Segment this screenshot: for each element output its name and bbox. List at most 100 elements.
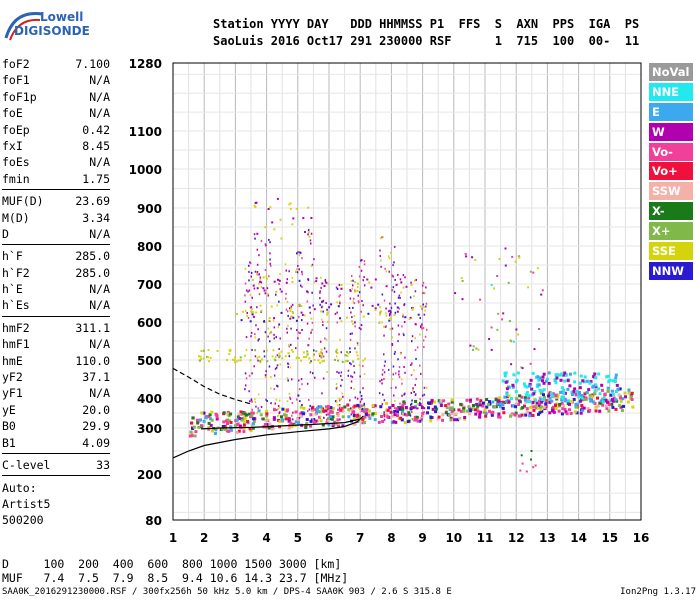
streak-point <box>339 300 341 303</box>
streak-point <box>249 306 252 309</box>
streak-point <box>352 284 354 287</box>
streak-point <box>248 390 250 393</box>
trace-point <box>346 403 350 407</box>
streak-point <box>279 273 281 276</box>
streak-point <box>290 343 292 346</box>
nne-point <box>597 387 601 391</box>
streak-point <box>349 332 352 335</box>
streak-point <box>301 319 303 322</box>
trace-point <box>545 400 549 404</box>
streak-point <box>361 397 363 400</box>
trace-point <box>341 415 345 419</box>
trace-point <box>450 407 454 410</box>
trace-point <box>478 401 482 405</box>
streak-point <box>339 302 341 305</box>
trace-point <box>380 415 383 418</box>
trace-point <box>329 406 333 410</box>
sse-point <box>295 207 298 210</box>
streak-point <box>256 271 259 273</box>
sse-point <box>305 290 308 293</box>
streak-point <box>264 374 267 377</box>
streak-point <box>248 279 250 282</box>
streak-point <box>260 417 263 420</box>
trace-point <box>284 417 288 421</box>
streak-point <box>393 261 395 264</box>
sse-point <box>313 308 316 311</box>
param-row: foEs N/A <box>2 154 110 170</box>
trace-point <box>475 402 479 406</box>
streak-point <box>251 296 253 299</box>
streak-point <box>270 387 272 390</box>
streak-point <box>286 300 289 303</box>
nne-point <box>566 387 570 391</box>
nne-point <box>525 385 529 389</box>
sse-point <box>279 218 282 221</box>
param-value: N/A <box>89 337 110 352</box>
trace-point <box>542 405 546 409</box>
streak-point <box>275 366 278 369</box>
sse-point <box>335 350 338 353</box>
trace-point <box>448 408 452 412</box>
trace-point <box>604 398 608 402</box>
streak-point <box>256 263 259 266</box>
streak-point <box>295 398 298 401</box>
streak-point <box>404 276 406 279</box>
trace-point <box>619 399 623 403</box>
trace-point <box>518 394 522 398</box>
trace-point <box>581 408 585 412</box>
parameters-panel: foF2 7.100 foF1 N/A foF1p N/A foE N/A foEp 0.42 fx… <box>2 56 110 479</box>
trace-point <box>523 404 526 408</box>
streak-point <box>298 268 300 271</box>
sse-point <box>320 354 323 357</box>
param-name: fmin <box>2 171 30 186</box>
streak-point <box>254 355 257 358</box>
streak-point <box>423 407 426 410</box>
sse-point <box>305 356 308 358</box>
trace-point <box>319 419 323 423</box>
streak-point <box>257 339 259 342</box>
trace-point <box>528 414 532 418</box>
streak-point <box>349 338 352 341</box>
param-name: yE <box>2 402 16 417</box>
streak-point <box>390 306 393 309</box>
streak-point <box>320 306 323 309</box>
scatter-point <box>514 260 517 263</box>
streak-point <box>323 416 325 419</box>
trace-point <box>624 395 627 399</box>
nne-point <box>506 385 510 389</box>
streak-point <box>363 263 366 266</box>
streak-point <box>310 360 312 363</box>
streak-point <box>260 310 262 313</box>
trace-point <box>551 392 555 396</box>
streak-point <box>324 280 327 283</box>
trace-point <box>235 431 239 435</box>
streak-point <box>274 367 277 370</box>
trace-point <box>296 418 300 422</box>
trace-point <box>514 411 518 415</box>
trace-point <box>523 396 527 400</box>
streak-point <box>385 325 387 328</box>
sse-point <box>252 315 255 318</box>
nne-point <box>528 384 531 388</box>
trace-point <box>502 411 506 415</box>
streak-point <box>363 406 366 409</box>
param-name: C-level <box>2 457 51 472</box>
streak-point <box>414 337 416 340</box>
trace-point <box>499 402 503 406</box>
streak-point <box>287 314 289 317</box>
trace-point <box>441 418 444 422</box>
sse-point <box>362 359 365 362</box>
sse-point <box>289 310 292 312</box>
nne-point <box>547 381 551 385</box>
trace-point <box>429 401 433 405</box>
trace-point <box>604 404 608 408</box>
sse-point <box>339 317 342 320</box>
trace-point <box>294 410 298 414</box>
trace-point <box>210 410 214 414</box>
trace-point <box>530 403 534 407</box>
streak-point <box>398 294 401 297</box>
trace-point <box>263 423 267 426</box>
streak-point <box>335 355 338 358</box>
streak-point <box>276 409 278 411</box>
x-tick-label: 16 <box>633 531 650 545</box>
